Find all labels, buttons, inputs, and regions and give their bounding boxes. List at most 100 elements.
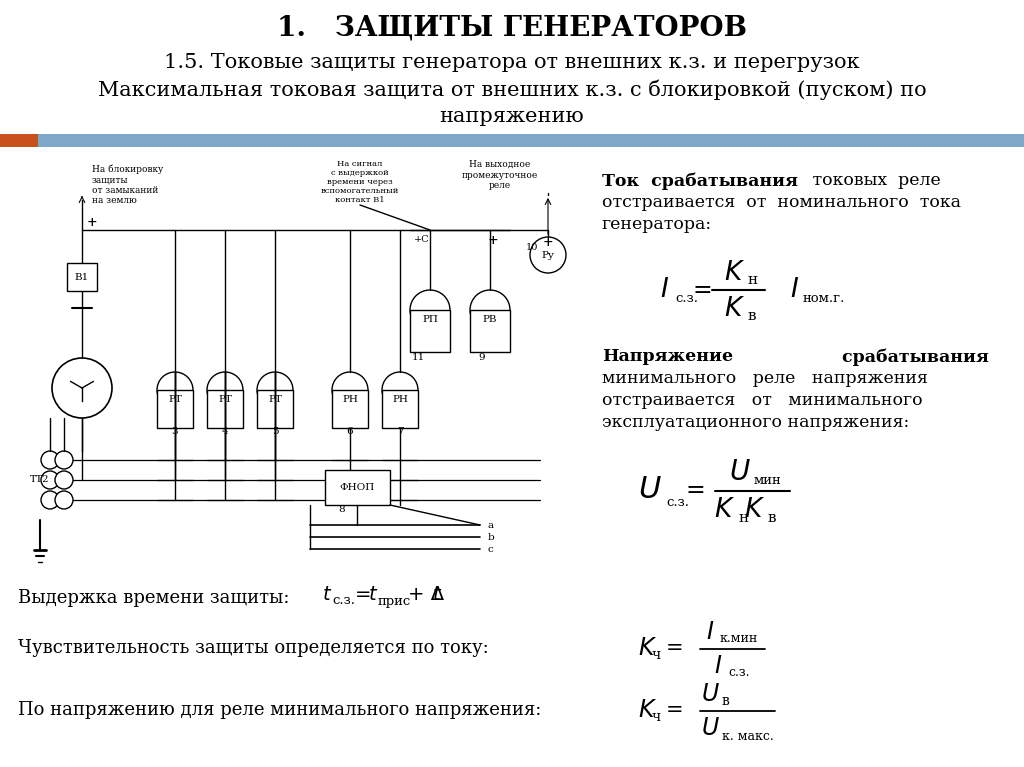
Text: $U$: $U$	[700, 682, 720, 706]
Text: 1.5. Токовые защиты генератора от внешних к.з. и перегрузок: 1.5. Токовые защиты генератора от внешни…	[164, 52, 860, 71]
Circle shape	[55, 451, 73, 469]
Text: ТТ2: ТТ2	[30, 476, 49, 485]
Text: эксплуатационного напряжения:: эксплуатационного напряжения:	[602, 414, 909, 431]
Bar	[67, 263, 97, 291]
Text: $I$: $I$	[660, 277, 670, 303]
Text: $t$: $t$	[368, 584, 378, 604]
Bar	[410, 310, 450, 352]
Text: с.з.: с.з.	[728, 667, 750, 680]
Text: $I$: $I$	[706, 620, 714, 644]
Circle shape	[332, 372, 368, 408]
Text: ч: ч	[651, 648, 660, 662]
Text: РП: РП	[422, 315, 438, 324]
Circle shape	[41, 471, 59, 489]
Text: мин: мин	[754, 473, 781, 486]
Text: + Δ: + Δ	[408, 584, 444, 604]
Text: $K$: $K$	[715, 497, 735, 523]
Text: с.з.: с.з.	[332, 594, 355, 607]
Text: $I$: $I$	[714, 654, 722, 678]
Bar	[332, 390, 368, 428]
Circle shape	[52, 358, 112, 418]
Text: $K$: $K$	[724, 296, 745, 322]
Bar	[382, 390, 418, 428]
Text: $U$: $U$	[638, 476, 662, 505]
Text: отстраивается  от  номинального  тока: отстраивается от номинального тока	[602, 194, 961, 211]
Text: срабатывания: срабатывания	[752, 348, 989, 366]
Text: в: в	[722, 694, 730, 708]
Text: в: в	[746, 309, 756, 323]
Text: $K$: $K$	[638, 636, 657, 660]
Bar	[325, 470, 390, 505]
Bar	[0, 134, 38, 147]
Bar	[38, 134, 1024, 147]
Text: прис: прис	[378, 594, 412, 607]
Text: к. макс.: к. макс.	[722, 729, 774, 742]
Bar	[257, 390, 293, 428]
Text: +: +	[87, 216, 97, 229]
Bar	[157, 390, 193, 428]
Text: РТ: РТ	[218, 396, 232, 404]
Circle shape	[530, 237, 566, 273]
Text: =: =	[666, 638, 684, 658]
Text: 8: 8	[339, 505, 345, 515]
Text: =: =	[692, 278, 712, 302]
Text: РВ: РВ	[482, 315, 498, 324]
Text: 9: 9	[478, 353, 485, 361]
Text: $K$: $K$	[638, 698, 657, 722]
Text: b: b	[488, 532, 495, 542]
Text: $U$: $U$	[729, 458, 751, 486]
Circle shape	[382, 372, 418, 408]
Circle shape	[257, 372, 293, 408]
Text: $t$: $t$	[432, 584, 442, 604]
Text: 4: 4	[221, 427, 228, 436]
Text: Чувствительность защиты определяется по току:: Чувствительность защиты определяется по …	[18, 639, 488, 657]
Circle shape	[55, 471, 73, 489]
Text: токовых  реле: токовых реле	[807, 172, 941, 189]
Circle shape	[207, 372, 243, 408]
Text: 6: 6	[347, 427, 353, 436]
Text: c: c	[488, 545, 494, 554]
Text: 1.   ЗАЩИТЫ ГЕНЕРАТОРОВ: 1. ЗАЩИТЫ ГЕНЕРАТОРОВ	[278, 15, 746, 41]
Text: отстраивается   от   минимального: отстраивается от минимального	[602, 392, 923, 409]
Text: $t$: $t$	[322, 584, 332, 604]
Text: $I$: $I$	[791, 277, 800, 303]
Text: =: =	[666, 700, 684, 720]
Text: минимального   реле   напряжения: минимального реле напряжения	[602, 370, 928, 387]
Text: В1: В1	[75, 272, 89, 281]
Text: ч: ч	[651, 710, 660, 724]
Circle shape	[55, 491, 73, 509]
Text: =: =	[685, 478, 705, 502]
Text: ном.г.: ном.г.	[803, 292, 846, 305]
Text: н: н	[738, 511, 749, 525]
Text: Выдержка времени защиты:: Выдержка времени защиты:	[18, 589, 290, 607]
Text: РТ: РТ	[168, 396, 182, 404]
Circle shape	[470, 290, 510, 330]
Text: На сигнал
с выдержкой
времени через
вспомогательный
контакт В1: На сигнал с выдержкой времени через вспо…	[321, 160, 399, 204]
Text: ФНОП: ФНОП	[339, 482, 375, 492]
Text: +: +	[543, 235, 553, 249]
Circle shape	[410, 290, 450, 330]
Text: Максимальная токовая защита от внешних к.з. с блокировкой (пуском) по: Максимальная токовая защита от внешних к…	[97, 80, 927, 100]
Text: На блокировку
защиты
от замыканий
на землю: На блокировку защиты от замыканий на зем…	[92, 165, 163, 206]
Text: +С: +С	[414, 235, 430, 245]
Text: =: =	[355, 584, 378, 604]
Circle shape	[157, 372, 193, 408]
Text: Ток  срабатывания: Ток срабатывания	[602, 172, 798, 189]
Text: По напряжению для реле минимального напряжения:: По напряжению для реле минимального напр…	[18, 701, 542, 719]
Text: +: +	[487, 233, 499, 246]
Text: a: a	[488, 521, 495, 529]
Text: н: н	[746, 273, 757, 287]
Text: РТ: РТ	[268, 396, 282, 404]
Text: РН: РН	[342, 396, 358, 404]
Bar	[207, 390, 243, 428]
Text: генератора:: генератора:	[602, 216, 712, 233]
Text: $K$: $K$	[724, 260, 745, 286]
Text: 10: 10	[525, 243, 539, 252]
Text: 3: 3	[172, 427, 178, 436]
Text: с.з.: с.з.	[666, 495, 689, 509]
Circle shape	[41, 491, 59, 509]
Text: с.з.: с.з.	[675, 292, 698, 305]
Text: в: в	[768, 511, 776, 525]
Text: 5: 5	[271, 427, 279, 436]
Text: $K$: $K$	[744, 497, 766, 523]
